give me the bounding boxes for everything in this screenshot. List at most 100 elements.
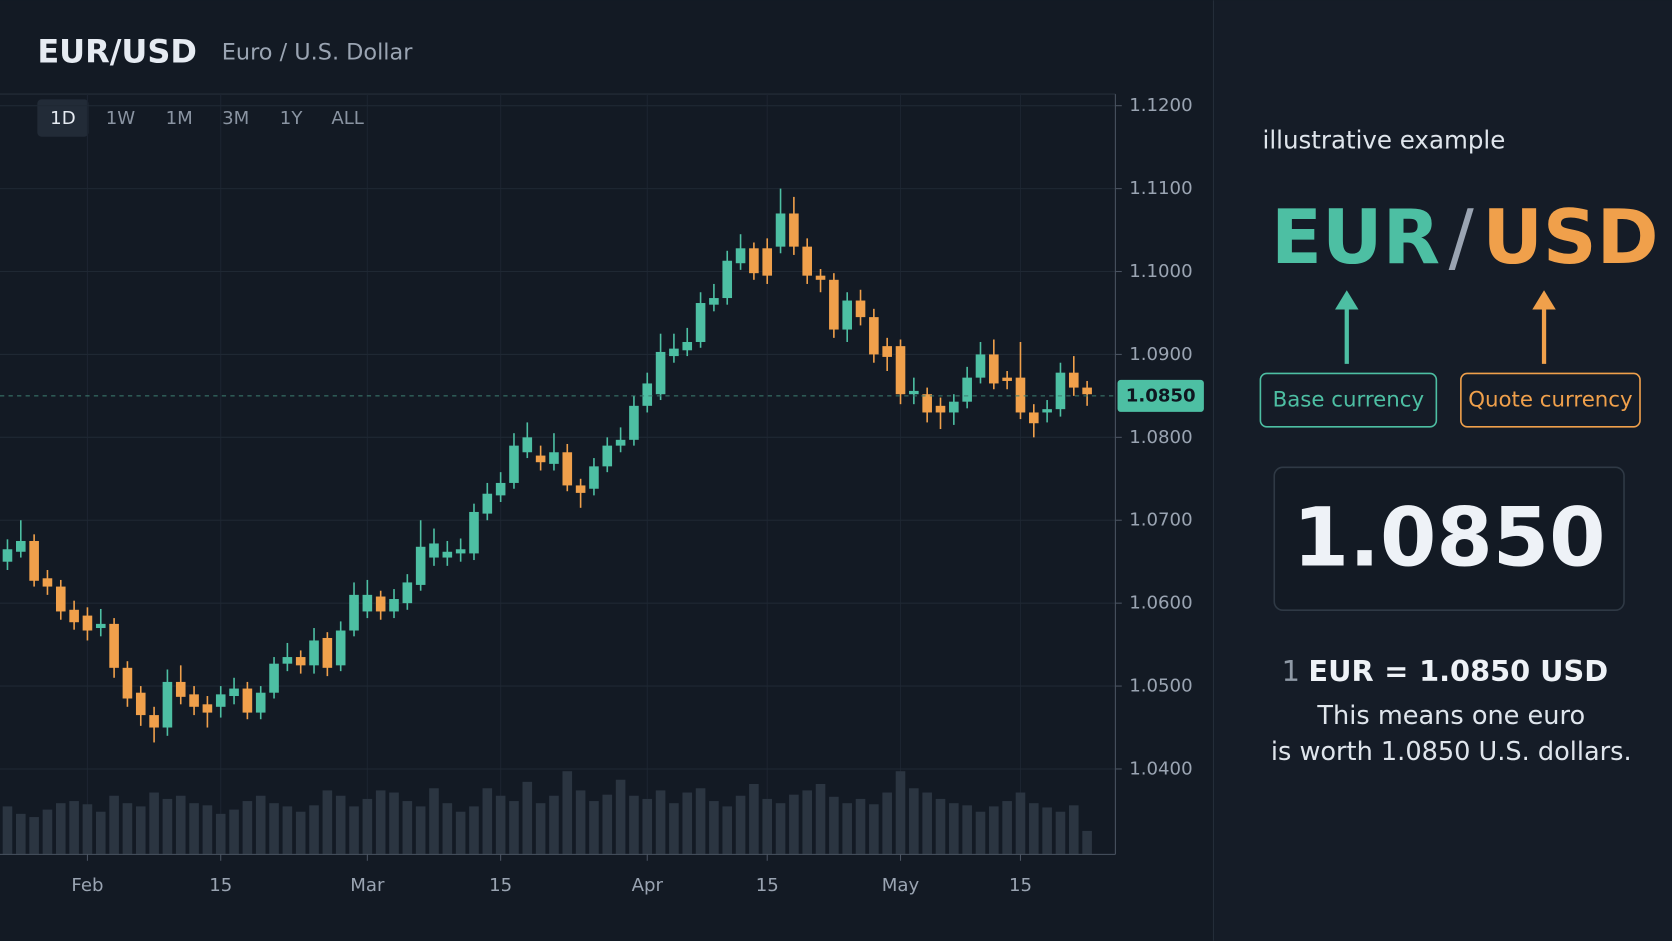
volume-bar bbox=[135, 806, 146, 855]
candle-body bbox=[829, 279, 839, 330]
volume-bar bbox=[949, 803, 959, 855]
volume-bar bbox=[469, 806, 479, 855]
candle-body bbox=[562, 452, 573, 486]
candle-body bbox=[55, 586, 66, 612]
equation: 1 EUR = 1.0850 USD bbox=[1282, 654, 1609, 688]
volume-bar bbox=[695, 788, 706, 855]
volume-bar bbox=[655, 790, 666, 855]
candle-body bbox=[415, 546, 426, 585]
candle-body bbox=[189, 694, 199, 707]
candle-body bbox=[695, 303, 706, 342]
volume-bar bbox=[82, 804, 93, 855]
note: illustrative example bbox=[1263, 125, 1506, 154]
volume-bar bbox=[535, 803, 546, 855]
candle-body bbox=[322, 637, 333, 668]
volume-bar bbox=[669, 803, 679, 855]
candle-body bbox=[1082, 387, 1092, 395]
equals: = bbox=[1384, 654, 1408, 688]
x-tick-label: May bbox=[882, 875, 920, 896]
range-button-active[interactable] bbox=[37, 99, 89, 137]
volume-bar bbox=[229, 809, 239, 855]
volume-bar bbox=[575, 790, 586, 855]
volume-bar bbox=[962, 805, 972, 855]
volume-bar bbox=[789, 794, 799, 855]
range-button[interactable]: 1D bbox=[50, 108, 75, 129]
volume-bar bbox=[42, 809, 53, 855]
candle-body bbox=[509, 445, 519, 483]
candle-body bbox=[522, 437, 533, 453]
volume-bar bbox=[615, 779, 626, 855]
y-tick-label: 1.0800 bbox=[1129, 427, 1192, 448]
pair-big: EUR / USD bbox=[1271, 193, 1659, 280]
candle-body bbox=[375, 596, 386, 612]
volume-bar bbox=[922, 792, 932, 855]
base-arrow bbox=[1335, 290, 1359, 364]
volume-bar bbox=[455, 811, 466, 855]
candle-body bbox=[655, 351, 666, 395]
candle-body bbox=[589, 466, 599, 489]
range-button[interactable]: 3M bbox=[222, 108, 249, 129]
candle-body bbox=[495, 482, 506, 496]
volume-bar bbox=[55, 803, 66, 855]
volume-bar bbox=[815, 784, 826, 855]
y-tick-label: 1.1100 bbox=[1129, 178, 1192, 199]
base-label: Base currency bbox=[1273, 388, 1425, 413]
volume-bar bbox=[442, 803, 453, 855]
volume-bar bbox=[589, 801, 599, 855]
candle-body bbox=[309, 640, 319, 666]
volume-bar bbox=[255, 795, 266, 855]
candle-body bbox=[895, 346, 906, 395]
candle-body bbox=[749, 248, 759, 274]
candle-body bbox=[869, 317, 879, 355]
candle-body bbox=[162, 681, 173, 728]
volume-bar bbox=[15, 813, 26, 855]
x-tick-label: 15 bbox=[489, 875, 512, 896]
candle-body bbox=[1068, 372, 1079, 388]
candle-body bbox=[82, 615, 93, 631]
range-button[interactable]: 1Y bbox=[280, 108, 304, 129]
candle-body bbox=[1002, 377, 1012, 381]
candle-body bbox=[962, 377, 972, 402]
volume-bar bbox=[1015, 792, 1026, 855]
x-tick-label: 15 bbox=[209, 875, 232, 896]
volume-bar bbox=[282, 806, 293, 855]
candle-body bbox=[602, 445, 613, 467]
range-toolbar: 1D 1W 1M 3M 1Y ALL bbox=[37, 99, 364, 137]
range-button[interactable]: 1W bbox=[106, 108, 136, 129]
range-button[interactable]: ALL bbox=[331, 108, 364, 129]
candle-body bbox=[215, 694, 226, 707]
candle-body bbox=[335, 630, 346, 666]
eq-result: 1.0850 USD bbox=[1419, 654, 1608, 688]
candle-body bbox=[242, 688, 253, 713]
candle-body bbox=[709, 298, 719, 305]
y-tick-label: 1.1200 bbox=[1129, 95, 1192, 116]
candle-body bbox=[549, 452, 559, 464]
quote-box bbox=[1460, 372, 1641, 428]
y-tick-label: 1.0600 bbox=[1129, 593, 1192, 614]
candle-body bbox=[1042, 409, 1052, 413]
candle-body bbox=[882, 346, 892, 357]
candle-body bbox=[69, 609, 79, 623]
candle-body bbox=[1055, 372, 1066, 410]
volume-bar bbox=[389, 792, 399, 855]
y-tick-label: 1.0900 bbox=[1129, 344, 1192, 365]
volume-bar bbox=[549, 795, 559, 855]
volume-bar bbox=[642, 798, 653, 855]
volume-bar bbox=[1068, 805, 1079, 855]
candle-body bbox=[842, 300, 852, 330]
candle-body bbox=[282, 657, 293, 664]
volume-bar bbox=[722, 806, 733, 855]
candle-body bbox=[442, 551, 453, 558]
volume-bar bbox=[735, 795, 746, 855]
candle-body bbox=[949, 401, 959, 413]
volume-bar bbox=[149, 792, 159, 855]
candle-body bbox=[815, 275, 826, 280]
x-tick-label: 15 bbox=[756, 875, 779, 896]
range-button[interactable]: 1M bbox=[166, 108, 193, 129]
volume-bar bbox=[429, 788, 439, 855]
volume-bar bbox=[895, 771, 906, 855]
volume-bar bbox=[509, 801, 519, 855]
volume-bar bbox=[802, 790, 813, 855]
volume-bar bbox=[522, 781, 533, 855]
